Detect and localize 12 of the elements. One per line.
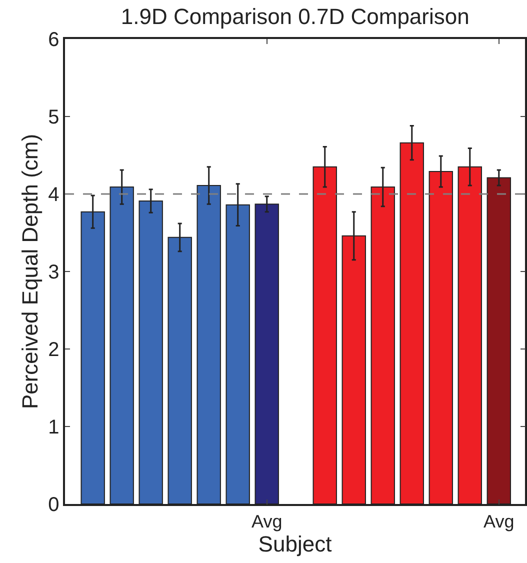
y-tick-label: 4 (48, 184, 60, 206)
x-tick-label: Avg (252, 511, 282, 532)
y-tick-label: 3 (48, 262, 60, 284)
x-axis-title: Subject (258, 531, 332, 556)
y-axis-title: Perceived Equal Depth (cm) (17, 134, 42, 410)
chart-title: 1.9D Comparison 0.7D Comparison (120, 4, 470, 29)
y-tick-label: 2 (48, 339, 60, 361)
y-tick-label: 1 (48, 416, 60, 438)
y-tick-label: 6 (48, 29, 60, 51)
y-tick-label: 5 (48, 106, 60, 128)
y-tick-label: 0 (48, 494, 60, 516)
x-tick-label: Avg (484, 511, 514, 532)
